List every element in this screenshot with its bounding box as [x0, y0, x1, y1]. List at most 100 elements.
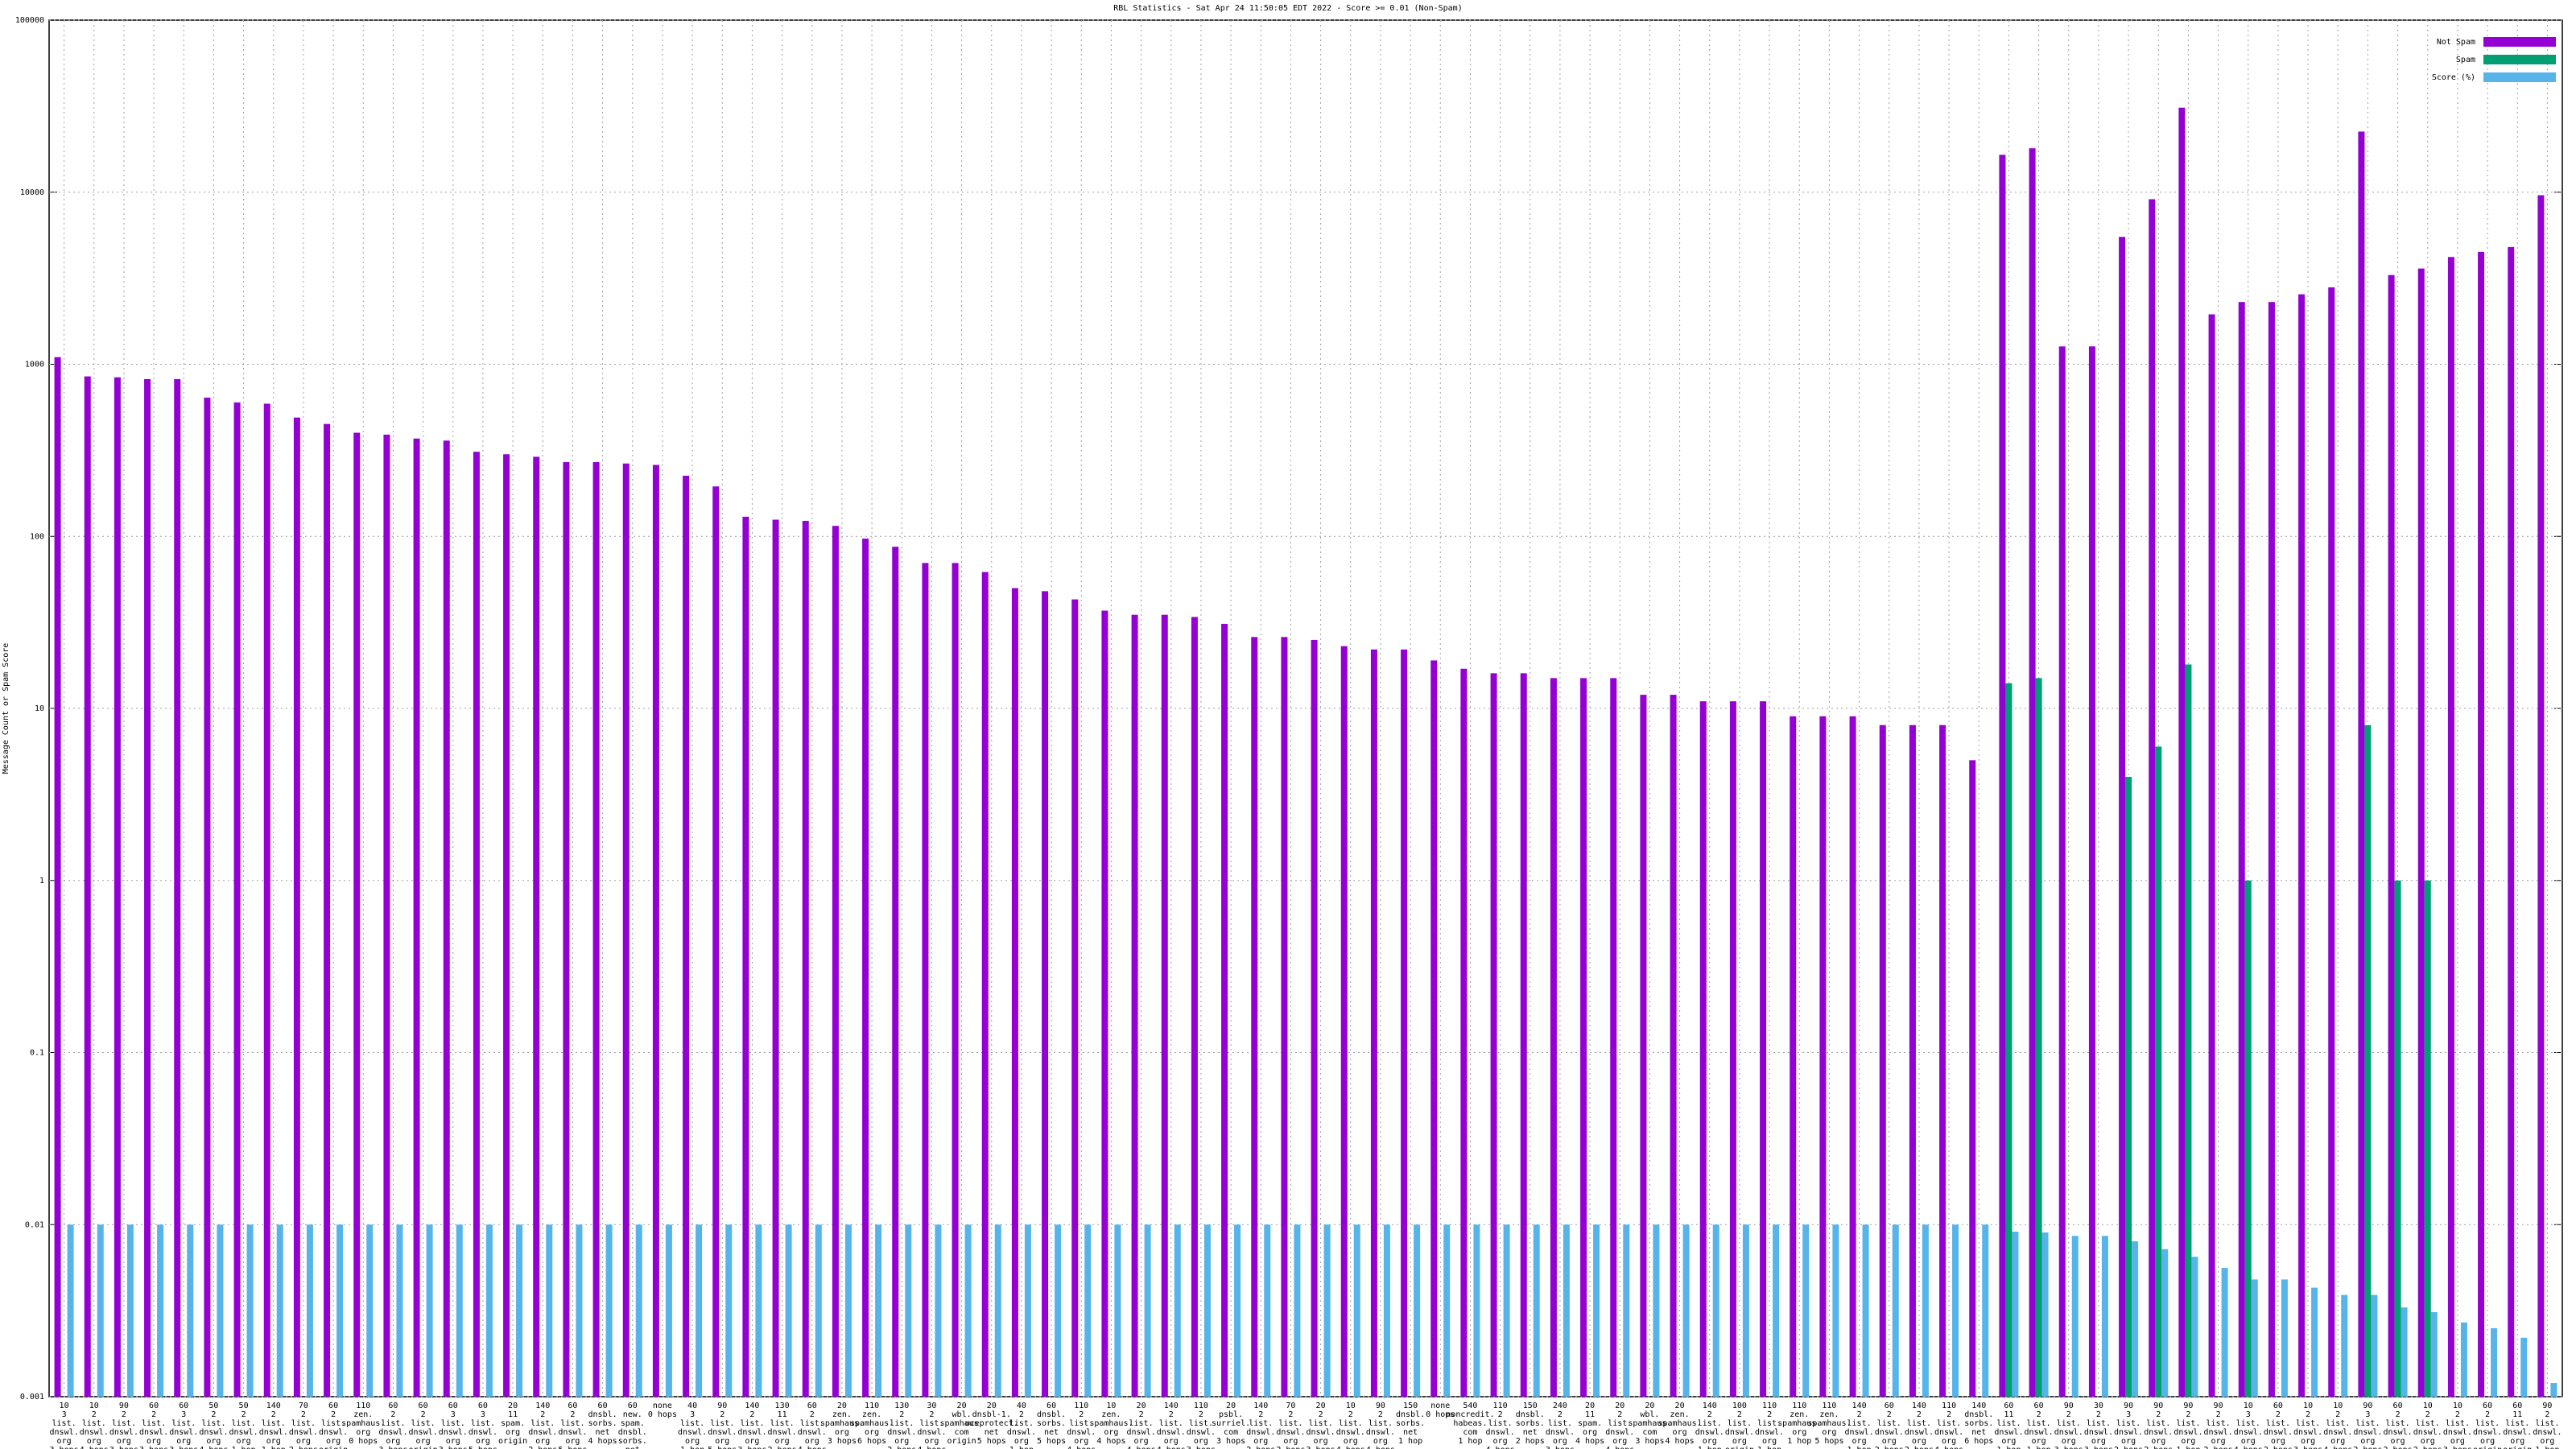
bar: [1922, 1224, 1929, 1397]
bar: [563, 462, 570, 1397]
bar: [2371, 1294, 2378, 1397]
x-tick-label: 20 psbl. surriel. com 3 hops: [1212, 1402, 1250, 1446]
bar: [1563, 1224, 1570, 1397]
bar: [1042, 591, 1049, 1397]
bar: [785, 1224, 792, 1397]
bar: [2460, 1322, 2467, 1397]
bar: [862, 539, 869, 1397]
bar: [67, 1224, 74, 1397]
bar: [683, 475, 690, 1397]
legend-swatch: [2483, 37, 2556, 47]
bar: [1011, 588, 1018, 1397]
bar: [1653, 1224, 1660, 1397]
x-tick-label: 10 zen. spamhaus. org 4 hops: [1089, 1402, 1133, 1446]
bar: [1203, 1224, 1211, 1397]
bar: [456, 1224, 463, 1397]
bar: [755, 1224, 762, 1397]
bar: [204, 397, 211, 1397]
bar: [1370, 649, 1377, 1397]
bar: [652, 464, 659, 1397]
bar: [1311, 639, 1318, 1397]
bar: [1699, 701, 1707, 1397]
bar: [2125, 777, 2132, 1397]
bar: [1623, 1224, 1630, 1397]
bar: [1909, 724, 1916, 1397]
bar: [2238, 302, 2245, 1397]
bar: [1281, 637, 1288, 1397]
bar: [126, 1224, 134, 1397]
bar: [144, 378, 151, 1397]
bar: [2244, 880, 2252, 1397]
bar: [473, 452, 480, 1397]
bar: [1221, 623, 1228, 1397]
bar: [2424, 880, 2431, 1397]
bar: [1114, 1224, 1121, 1397]
bar: [533, 456, 540, 1397]
bar: [1430, 660, 1438, 1397]
bar: [2268, 302, 2275, 1397]
bar: [306, 1224, 313, 1397]
bar: [1323, 1224, 1331, 1397]
bar: [1773, 1224, 1780, 1397]
bar: [1533, 1224, 1540, 1397]
x-tick-label: 150 dnsbl. sorbs. net 2 hops: [1516, 1402, 1545, 1446]
bar: [1490, 673, 1497, 1397]
bar: [935, 1224, 942, 1397]
bar: [576, 1224, 583, 1397]
bar: [293, 417, 300, 1397]
bar: [1790, 716, 1797, 1397]
bar: [2281, 1279, 2288, 1397]
bar: [426, 1224, 433, 1397]
bar: [1982, 1224, 1989, 1397]
bar: [2341, 1294, 2348, 1397]
legend-label: Score (%): [2432, 73, 2475, 82]
bar: [844, 1224, 852, 1397]
y-tick-label: 0.001: [20, 1393, 44, 1402]
bar: [1101, 610, 1108, 1397]
bar: [1760, 701, 1767, 1397]
x-tick-label: 540 noncredit. habeas. com 1 hop: [1446, 1402, 1494, 1446]
bar: [187, 1224, 194, 1397]
bar: [2119, 237, 2126, 1397]
bar: [2508, 246, 2515, 1397]
x-tick-label: 20 wbl. spamhaus. com 3 hops: [1628, 1402, 1671, 1446]
bar: [1294, 1224, 1301, 1397]
bar: [366, 1224, 374, 1397]
bar: [2149, 199, 2156, 1397]
bar: [1340, 646, 1348, 1397]
bar: [336, 1224, 344, 1397]
bar: [353, 432, 361, 1397]
x-tick-label: 110 zen. spamhaus. org 0 hops: [341, 1402, 385, 1446]
bar: [1849, 716, 1856, 1397]
bar: [1503, 1224, 1510, 1397]
bar: [994, 1224, 1001, 1397]
bar: [1084, 1224, 1092, 1397]
bar: [2012, 1232, 2019, 1397]
